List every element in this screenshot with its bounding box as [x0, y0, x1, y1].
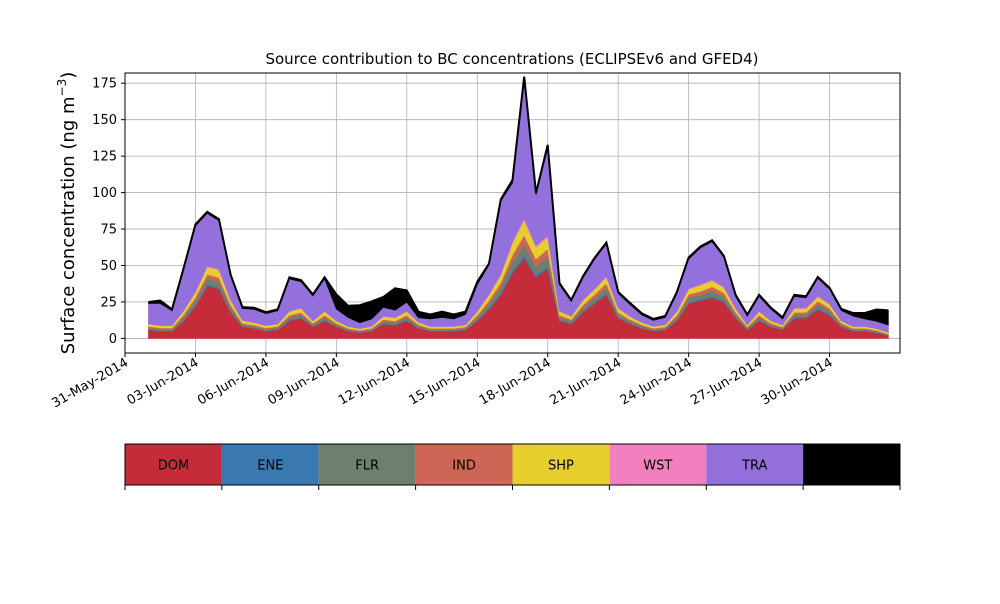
y-tick-label-1: 25: [100, 295, 117, 310]
x-tick-label-8: 24-Jun-2014: [618, 355, 695, 408]
x-tick-label-3: 09-Jun-2014: [266, 355, 343, 408]
colorbar-label-dom: DOM: [158, 459, 189, 474]
y-axis-label: Surface concentration (ng m−3): [55, 72, 79, 355]
plot-frame: [124, 72, 901, 354]
colorbar-label-bb: BB: [843, 459, 861, 474]
x-tick-label-9: 27-Jun-2014: [688, 355, 765, 408]
x-tick-label-6: 18-Jun-2014: [477, 355, 554, 408]
y-axis-label-exponent: −3: [55, 79, 69, 97]
x-tick-label-7: 21-Jun-2014: [547, 355, 624, 408]
y-tick-label-2: 50: [100, 259, 117, 274]
colorbar-swatch-bb: [803, 444, 900, 485]
x-tick-label-1: 03-Jun-2014: [125, 355, 202, 408]
chart-title: Source contribution to BC concentrations…: [265, 50, 758, 68]
colorbar-swatch-ene: [221, 444, 319, 485]
source-colorbar: DOM ENE FLR IND SHP WST TRA BB: [124, 443, 901, 490]
y-tick-label-7: 175: [92, 77, 117, 92]
y-tick-label-0: 0: [109, 332, 117, 347]
colorbar-label-ind: IND: [452, 459, 476, 474]
y-tick-label-3: 75: [100, 223, 117, 238]
x-axis: 31-May-201403-Jun-201406-Jun-201409-Jun-…: [49, 353, 836, 411]
colorbar-label-wst: WST: [643, 459, 672, 474]
y-axis-label-text: Surface concentration (ng m: [58, 96, 79, 354]
colorbar-label-shp: SHP: [548, 459, 574, 474]
x-tick-label-4: 12-Jun-2014: [336, 355, 413, 408]
y-axis: 0 25 50 75 100 125 150 175: [92, 77, 125, 347]
y-tick-label-6: 150: [92, 113, 117, 128]
colorbar-swatch-dom: [125, 444, 222, 485]
x-tick-label-0: 31-May-2014: [49, 355, 131, 411]
colorbar-label-ene: ENE: [257, 459, 283, 474]
y-axis-label-close: ): [58, 72, 79, 79]
y-tick-label-5: 125: [92, 150, 117, 165]
stacked-areas: [148, 76, 889, 339]
x-tick-label-2: 06-Jun-2014: [195, 355, 272, 408]
colorbar-swatch-wst: [609, 444, 707, 485]
x-tick-label-5: 15-Jun-2014: [406, 355, 483, 408]
colorbar-swatch-flr: [318, 444, 416, 485]
total-outline: [148, 76, 889, 320]
colorbar-label-tra: TRA: [741, 459, 767, 474]
colorbar-swatch-tra: [706, 444, 804, 485]
colorbar-label-flr: FLR: [355, 459, 379, 474]
colorbar-swatch-shp: [512, 444, 610, 485]
y-tick-label-4: 100: [92, 186, 117, 201]
x-tick-label-10: 30-Jun-2014: [759, 355, 836, 408]
colorbar-swatch-ind: [415, 444, 513, 485]
